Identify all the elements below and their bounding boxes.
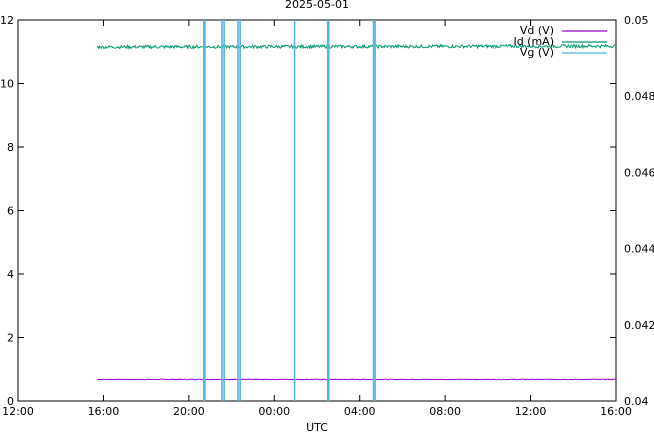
series-1	[96, 43, 617, 50]
y2-tick-label: 0.048	[624, 90, 654, 103]
y-tick-label: 12	[0, 14, 14, 27]
x-axis-label: UTC	[306, 421, 328, 432]
y-axis-right: 0.04 0.042 0.044 0.046 0.048 0.05	[624, 14, 654, 408]
y2-tick-label: 0.046	[624, 166, 654, 179]
x-tick-label: 04:00	[344, 405, 376, 418]
legend-label: Id (mA)	[513, 35, 554, 48]
x-axis: 12:00 16:00 20:00 00:00 04:00 08:00 12:00 16:00	[2, 20, 632, 418]
x-tick-label: 00:00	[258, 405, 290, 418]
x-tick-label: 12:00	[515, 405, 547, 418]
plot-frame	[17, 19, 617, 402]
x-tick-label: 12:00	[2, 405, 34, 418]
legend-label: Vd (V)	[520, 24, 554, 37]
y-tick-label: 8	[7, 141, 14, 154]
legend-label: Vg (V)	[520, 46, 554, 59]
series-line	[96, 43, 617, 50]
x-tick-label: 16:00	[600, 405, 632, 418]
x-tick-label: 08:00	[429, 405, 461, 418]
y2-tick-label: 0.04	[624, 395, 649, 408]
y2-tick-label: 0.044	[624, 243, 654, 256]
series-2	[203, 20, 376, 401]
y-tick-label: 6	[7, 205, 14, 218]
y-tick-label: 2	[7, 332, 14, 345]
y-tick-label: 0	[7, 395, 14, 408]
x-tick-label: 16:00	[88, 405, 120, 418]
legend: Vd (V)Id (mA)Vg (V)	[513, 24, 607, 59]
series-line	[96, 378, 617, 381]
plot-border	[17, 19, 617, 402]
y-tick-label: 4	[7, 268, 14, 281]
chart-title: 2025-05-01	[285, 0, 349, 11]
y2-tick-label: 0.05	[624, 14, 649, 27]
y-axis-left: 0 2 4 6 8 10 12	[0, 14, 616, 408]
series-layer	[96, 20, 617, 401]
series-0	[96, 378, 617, 381]
y2-tick-label: 0.042	[624, 319, 654, 332]
x-tick-label: 20:00	[173, 405, 205, 418]
y-tick-label: 10	[0, 78, 14, 91]
